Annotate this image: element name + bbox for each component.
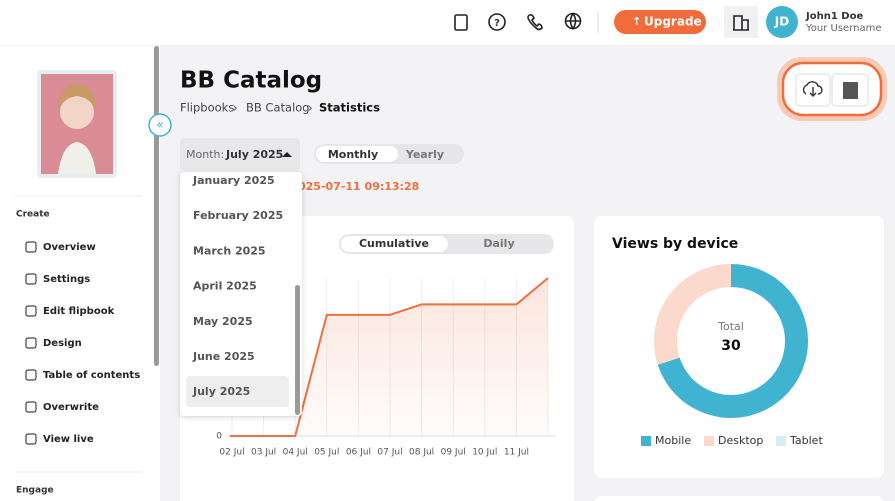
cover-face [60, 95, 94, 129]
phone-icon[interactable] [527, 14, 543, 31]
area [232, 278, 548, 436]
x-tick-label: 03 Jul [251, 448, 276, 458]
dropdown-scrollbar[interactable] [295, 285, 300, 415]
section-title: Create [16, 210, 50, 220]
chart-toggle-active [341, 236, 448, 252]
org-button[interactable] [724, 6, 758, 38]
nav-item[interactable]: Table of contents [43, 370, 140, 381]
period-tab[interactable]: Monthly [328, 148, 378, 161]
nav-item[interactable]: View live [43, 434, 94, 445]
x-tick-label: 07 Jul [377, 448, 402, 458]
docs-icon[interactable] [454, 14, 468, 31]
nav-icon [25, 305, 37, 317]
pie-chart: Mobile Desktop Tablet [641, 264, 823, 447]
chart-tab[interactable]: Cumulative [359, 237, 429, 250]
upgrade-label[interactable]: Upgrade [644, 15, 702, 29]
sidebar-scrollbar[interactable] [154, 46, 159, 366]
download-icon [802, 81, 823, 97]
month-label: Month: [186, 148, 224, 161]
line [232, 277, 549, 437]
upgrade-button[interactable] [614, 10, 706, 34]
help-icon[interactable] [488, 13, 506, 31]
donut-label: Total [717, 320, 744, 333]
legend-swatch [641, 436, 651, 446]
period-tab[interactable]: Yearly [405, 148, 444, 161]
x-tick-label: 11 Jul [504, 448, 529, 458]
x-tick-label: 10 Jul [472, 448, 497, 458]
next-card [594, 496, 884, 501]
nav-icon [25, 337, 37, 349]
main: BB Catalog Flipbooks › BB Catalog › Stat… [180, 57, 887, 501]
header-bar [0, 0, 895, 45]
upgrade-arrow: ↑ [632, 15, 641, 28]
nav-item[interactable]: Settings [43, 274, 90, 285]
legend-swatch [776, 436, 786, 446]
avatar[interactable] [766, 6, 798, 38]
month-option[interactable]: May 2025 [193, 315, 253, 328]
period-active [316, 146, 398, 162]
header: ? ↑ Upgrade JD John1 Doe Your Username [0, 0, 895, 45]
pdf-icon [843, 82, 858, 99]
user-name: John1 Doe [805, 11, 863, 22]
org-icon [733, 15, 749, 31]
month-option[interactable]: June 2025 [192, 350, 255, 363]
user-handle: Your Username [805, 23, 882, 34]
device-card [594, 216, 884, 478]
collapse-button[interactable] [148, 113, 172, 137]
caret [282, 152, 292, 157]
month-value: July 2025 [225, 148, 283, 161]
legend-swatch [704, 436, 714, 446]
line-chart: 02 Jul 03 Jul 04 Jul 05 Jul 06 Jul 07 Jul 08 J… [216, 277, 556, 458]
breadcrumb[interactable]: Flipbooks [180, 101, 234, 115]
nav-icon [25, 273, 37, 285]
breadcrumb-sep: › [233, 101, 238, 115]
month-option[interactable]: January 2025 [192, 174, 275, 187]
month-option[interactable]: April 2025 [193, 280, 257, 293]
section-title: Engage [16, 486, 54, 496]
sidebar: Create Overview Settings Edit flipbook Desi… [0, 46, 172, 501]
nav-icon [25, 241, 37, 253]
chart-tab[interactable]: Daily [483, 237, 514, 250]
y-tick-label: 0 [216, 432, 222, 442]
legend-label[interactable]: Desktop [718, 434, 763, 447]
nav-icon [25, 401, 37, 413]
nav-item[interactable]: Edit flipbook [43, 306, 115, 317]
x-tick-label: 06 Jul [346, 448, 371, 458]
x-tick-label: 02 Jul [219, 448, 244, 458]
legend-label[interactable]: Tablet [789, 434, 823, 447]
donut-slice[interactable] [654, 264, 732, 365]
nav-icon [25, 433, 37, 445]
highlight-halo [777, 57, 887, 121]
help-mark: ? [494, 18, 500, 29]
nav-item[interactable]: Overwrite [43, 402, 99, 413]
month-dropdown [180, 172, 302, 416]
breadcrumb-current: Statistics [319, 101, 380, 115]
collapse-icon: « [156, 118, 163, 132]
month-option[interactable]: July 2025 [192, 385, 250, 398]
donut-slice[interactable] [657, 264, 808, 418]
option-selected [186, 376, 289, 407]
x-tick-label: 05 Jul [314, 448, 339, 458]
updated-time: 025-07-11 09:13:28 [298, 180, 419, 193]
device-title: Views by device [612, 236, 738, 252]
month-option[interactable]: March 2025 [193, 244, 266, 257]
breadcrumb-sep: › [308, 101, 313, 115]
page-title: BB Catalog [180, 68, 322, 94]
nav-icon [25, 369, 37, 381]
x-tick-label: 09 Jul [441, 448, 466, 458]
month-option[interactable]: February 2025 [193, 209, 283, 222]
x-tick-label: 08 Jul [409, 448, 434, 458]
donut-total: 30 [721, 338, 741, 354]
cover-shirt [58, 142, 96, 174]
breadcrumb[interactable]: BB Catalog [246, 101, 310, 115]
avatar-initials: JD [774, 15, 789, 29]
nav-item[interactable]: Overview [43, 242, 96, 253]
nav-item[interactable]: Design [43, 338, 82, 349]
x-tick-label: 04 Jul [283, 448, 308, 458]
month-select[interactable] [180, 138, 300, 170]
cover-hair [58, 84, 96, 112]
legend-label[interactable]: Mobile [655, 434, 691, 447]
